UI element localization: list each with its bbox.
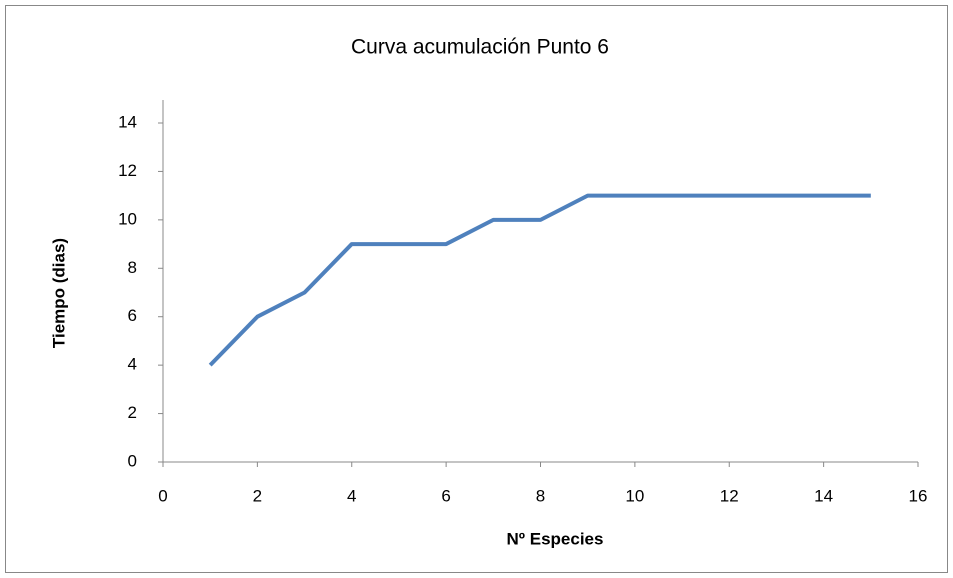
x-axis-title: Nº Especies xyxy=(507,529,604,548)
y-tick-label: 12 xyxy=(118,161,137,180)
y-tick-label: 10 xyxy=(118,209,137,228)
chart-border xyxy=(5,5,948,573)
y-tick-label: 14 xyxy=(118,112,137,131)
y-tick-label: 6 xyxy=(128,306,137,325)
x-tick-label: 2 xyxy=(253,486,262,505)
y-tick-label: 8 xyxy=(128,258,137,277)
x-tick-label: 8 xyxy=(536,486,545,505)
x-tick-label: 0 xyxy=(158,486,167,505)
x-tick-label: 14 xyxy=(814,486,833,505)
x-tick-label: 10 xyxy=(625,486,644,505)
y-tick-label: 0 xyxy=(128,451,137,470)
y-axis-title: Tiempo (dias) xyxy=(49,238,68,348)
y-tick-label: 2 xyxy=(128,403,137,422)
x-tick-label: 4 xyxy=(347,486,356,505)
chart-title: Curva acumulación Punto 6 xyxy=(351,36,609,59)
x-tick-label: 12 xyxy=(720,486,739,505)
x-tick-label: 16 xyxy=(909,486,928,505)
data-line xyxy=(208,193,871,367)
x-tick-label: 6 xyxy=(441,486,450,505)
y-tick-label: 4 xyxy=(128,355,137,374)
